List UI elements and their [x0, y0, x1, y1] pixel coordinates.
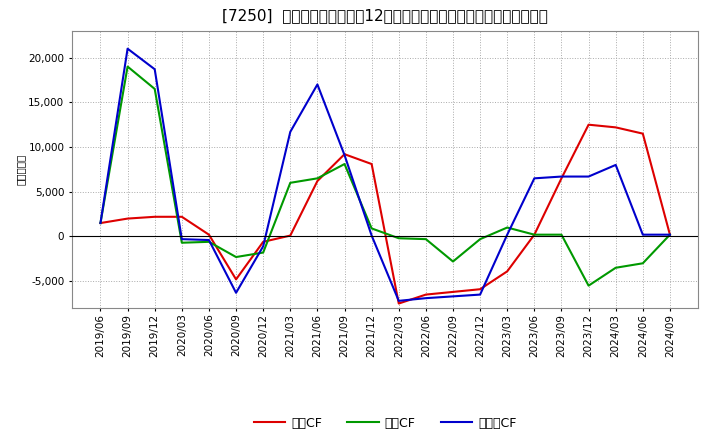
営業CF — [232, 277, 240, 282]
フリーCF — [421, 296, 430, 301]
フリーCF — [557, 174, 566, 179]
営業CF — [476, 286, 485, 292]
営業CF — [259, 239, 268, 245]
フリーCF — [503, 232, 511, 237]
営業CF — [584, 122, 593, 127]
フリーCF — [639, 232, 647, 237]
投資CF — [449, 259, 457, 264]
投資CF — [204, 239, 213, 245]
Y-axis label: （百万円）: （百万円） — [15, 154, 25, 185]
営業CF — [449, 289, 457, 294]
営業CF — [178, 214, 186, 220]
営業CF — [123, 216, 132, 221]
フリーCF — [367, 233, 376, 238]
フリーCF — [259, 244, 268, 249]
フリーCF — [286, 129, 294, 135]
投資CF — [421, 237, 430, 242]
フリーCF — [123, 46, 132, 51]
投資CF — [557, 232, 566, 237]
営業CF — [395, 301, 403, 306]
投資CF — [341, 161, 349, 167]
投資CF — [150, 86, 159, 92]
営業CF — [341, 151, 349, 157]
投資CF — [96, 220, 105, 226]
営業CF — [96, 220, 105, 226]
フリーCF — [341, 152, 349, 158]
営業CF — [530, 232, 539, 237]
フリーCF — [476, 292, 485, 297]
投資CF — [665, 232, 674, 237]
投資CF — [611, 265, 620, 271]
営業CF — [503, 269, 511, 274]
営業CF — [367, 161, 376, 167]
投資CF — [123, 64, 132, 69]
営業CF — [286, 233, 294, 238]
営業CF — [611, 125, 620, 130]
営業CF — [639, 131, 647, 136]
営業CF — [204, 232, 213, 237]
Legend: 営業CF, 投資CF, フリーCF: 営業CF, 投資CF, フリーCF — [249, 412, 521, 435]
投資CF — [286, 180, 294, 185]
営業CF — [421, 292, 430, 297]
投資CF — [178, 240, 186, 246]
投資CF — [476, 237, 485, 242]
フリーCF — [204, 238, 213, 243]
投資CF — [367, 226, 376, 231]
フリーCF — [313, 82, 322, 87]
営業CF — [665, 232, 674, 237]
フリーCF — [530, 176, 539, 181]
Line: 投資CF: 投資CF — [101, 66, 670, 286]
営業CF — [150, 214, 159, 220]
投資CF — [395, 235, 403, 241]
フリーCF — [611, 162, 620, 168]
投資CF — [530, 232, 539, 237]
フリーCF — [395, 298, 403, 304]
フリーCF — [665, 232, 674, 237]
Line: フリーCF: フリーCF — [101, 49, 670, 301]
フリーCF — [178, 237, 186, 242]
営業CF — [557, 176, 566, 181]
投資CF — [584, 283, 593, 288]
Line: 営業CF: 営業CF — [101, 125, 670, 304]
フリーCF — [150, 66, 159, 72]
Title: [7250]  キャッシュフローの12か月移動合計の対前年同期増減額の推移: [7250] キャッシュフローの12か月移動合計の対前年同期増減額の推移 — [222, 7, 548, 23]
営業CF — [313, 178, 322, 183]
投資CF — [232, 254, 240, 260]
フリーCF — [232, 290, 240, 295]
フリーCF — [584, 174, 593, 179]
投資CF — [313, 176, 322, 181]
投資CF — [259, 250, 268, 255]
フリーCF — [96, 220, 105, 226]
投資CF — [503, 225, 511, 230]
投資CF — [639, 260, 647, 266]
フリーCF — [449, 294, 457, 299]
